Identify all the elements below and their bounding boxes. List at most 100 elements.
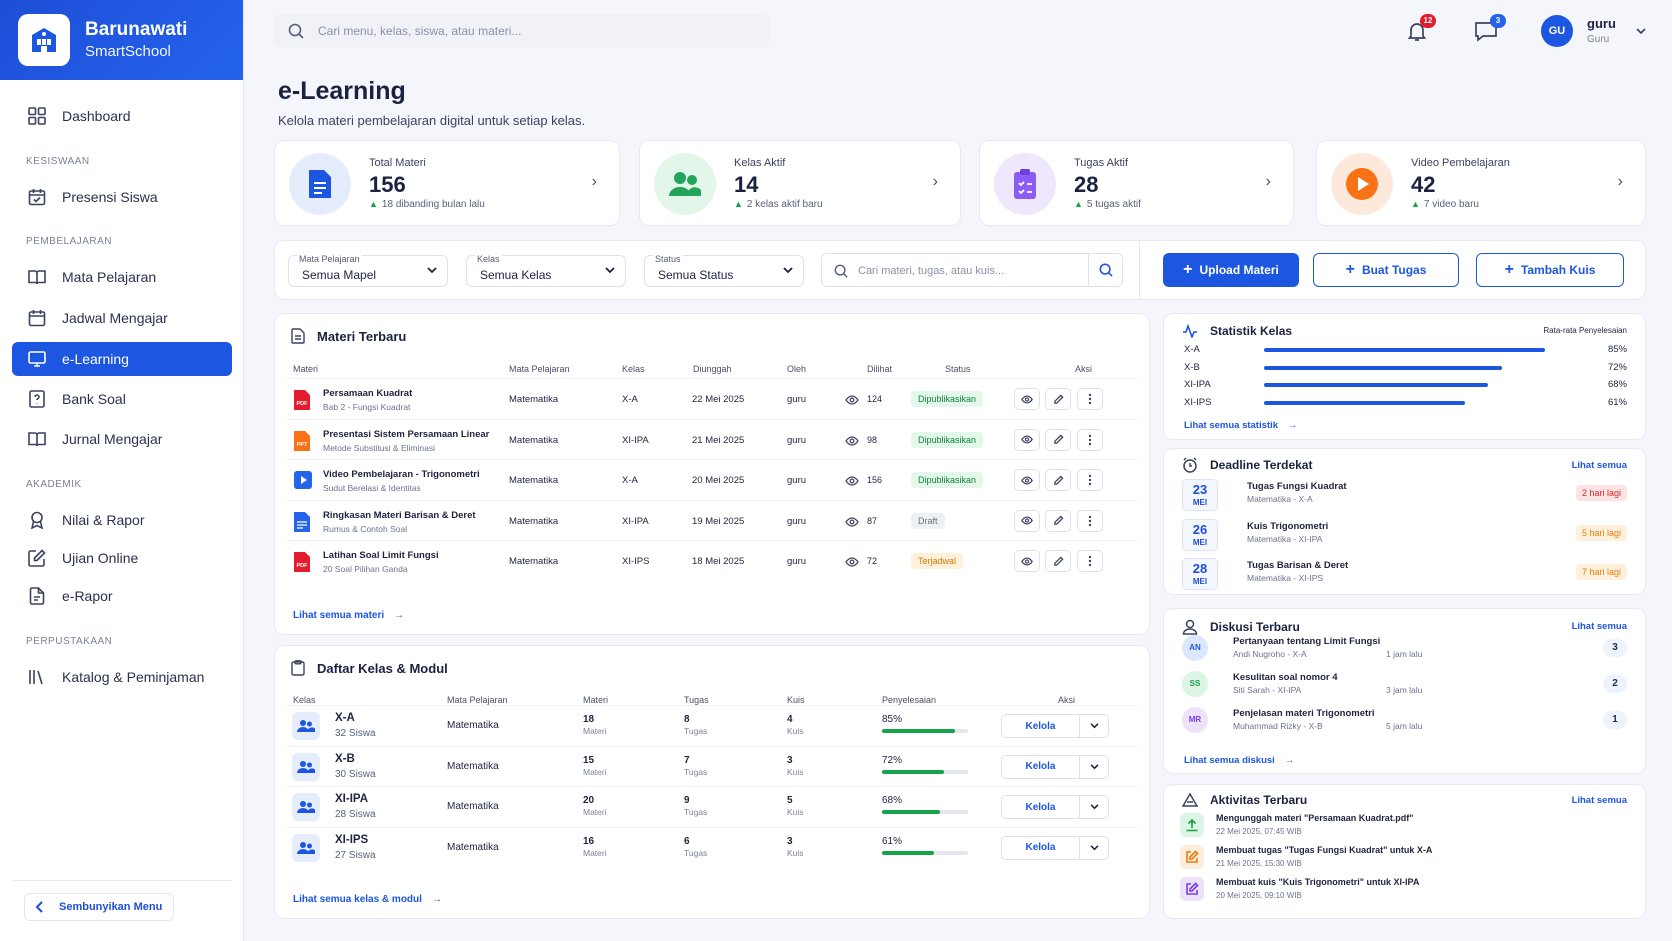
sidebar-item-mata-pelajaran[interactable]: Mata Pelajaran	[12, 260, 232, 294]
nav-section-akademik: AKADEMIK	[26, 479, 82, 490]
stat-sub-text: 2 kelas aktif baru	[746, 199, 823, 210]
tambah-kuis-button[interactable]: + Tambah Kuis	[1476, 253, 1624, 287]
buat-tugas-button[interactable]: + Buat Tugas	[1313, 253, 1459, 287]
sidebar-item-dashboard[interactable]: Dashboard	[12, 99, 232, 133]
lihat-semua-statistik-link[interactable]: Lihat semua statistik →	[1184, 420, 1297, 431]
kelola-button[interactable]: Kelola	[1002, 796, 1080, 818]
stat-card-kelas-aktif[interactable]: Kelas Aktif 14 ▲ 2 kelas aktif baru ›	[639, 140, 961, 226]
hide-menu-button[interactable]: Sembunyikan Menu	[24, 893, 174, 921]
more-button[interactable]	[1077, 428, 1103, 451]
document-icon	[289, 153, 351, 215]
user-avatar[interactable]: GU	[1541, 15, 1573, 47]
stat-card-total-materi[interactable]: Total Materi 156 ▲ 18 dibanding bulan lal…	[274, 140, 620, 226]
sidebar-item-presensi[interactable]: Presensi Siswa	[12, 180, 232, 214]
more-button[interactable]	[1077, 550, 1103, 572]
stat-progress-bar	[1264, 383, 1594, 387]
kelas-materi-unit: Materi	[583, 847, 607, 858]
nav-section-pembelajaran: PEMBELAJARAN	[26, 236, 113, 247]
edit-button[interactable]	[1045, 509, 1071, 532]
discussion-title[interactable]: Kesulitan soal nomor 4	[1233, 672, 1338, 683]
arrow-right-icon: →	[394, 610, 405, 621]
progress-bar-fill	[882, 810, 941, 814]
view-button[interactable]	[1014, 388, 1040, 410]
kelola-button[interactable]: Kelola	[1002, 715, 1080, 737]
stat-card-video[interactable]: Video Pembelajaran 42 ▲ 7 video baru ›	[1316, 140, 1646, 226]
sidebar-item-e-learning[interactable]: e-Learning	[12, 342, 232, 376]
lihat-semua-diskusi-link[interactable]: Lihat semua diskusi →	[1184, 755, 1294, 766]
materi-row[interactable]: PDF Persamaan Kuadrat Bab 2 - Fungsi Kuadr…	[287, 378, 1137, 419]
materi-row[interactable]: Video Pembelajaran - Trigonometri Sudut B…	[287, 459, 1137, 500]
discussion-title[interactable]: Penjelasan materi Trigonometri	[1233, 708, 1375, 719]
lihat-semua-kelas-link[interactable]: Lihat semua kelas & modul →	[293, 894, 442, 905]
materi-kelas: X-A	[622, 394, 638, 405]
sidebar-item-label: Ujian Online	[62, 550, 139, 566]
plus-icon: +	[1183, 261, 1193, 278]
filter-mapel[interactable]: Mata Pelajaran Semua Mapel	[288, 254, 448, 287]
notification-bell-icon[interactable]	[1406, 20, 1428, 42]
sidebar-item-katalog[interactable]: Katalog & Peminjaman	[12, 660, 232, 694]
deadline-task-title[interactable]: Tugas Fungsi Kuadrat	[1247, 481, 1347, 492]
chevron-down-icon[interactable]	[1080, 796, 1108, 818]
aktivitas-title-text: Aktivitas Terbaru	[1210, 793, 1308, 807]
kelola-button[interactable]: Kelola	[1002, 755, 1080, 778]
upload-materi-button[interactable]: + Upload Materi	[1163, 253, 1299, 287]
filter-kelas[interactable]: Kelas Semua Kelas	[466, 254, 626, 287]
chevron-down-icon[interactable]	[1080, 715, 1108, 737]
materi-row[interactable]: Ringkasan Materi Barisan & Deret Rumus & …	[287, 499, 1137, 541]
chevron-down-icon[interactable]	[1080, 837, 1108, 859]
sidebar-item-jadwal[interactable]: Jadwal Mengajar	[12, 301, 232, 335]
link-text: Lihat semua diskusi	[1184, 755, 1275, 766]
aktivitas-see-all-link[interactable]: Lihat semua	[1571, 795, 1627, 806]
discussion-author: Andi Nugroho - X-A	[1233, 649, 1307, 659]
filter-status[interactable]: Status Semua Status	[644, 254, 804, 287]
kelas-siswa: 27 Siswa	[335, 849, 376, 861]
edit-button[interactable]	[1045, 428, 1071, 451]
kelas-tugas-unit: Tugas	[684, 726, 708, 736]
discussion-title[interactable]: Pertanyaan tentang Limit Fungsi	[1233, 636, 1381, 647]
deadline-task-title[interactable]: Kuis Trigonometri	[1247, 520, 1329, 532]
sidebar-item-nilai[interactable]: Nilai & Rapor	[12, 503, 232, 537]
progress-percent: 68%	[882, 795, 903, 806]
chevron-down-icon[interactable]	[1636, 28, 1646, 35]
sidebar-item-bank-soal[interactable]: Bank Soal	[12, 382, 232, 416]
reply-count-badge: 1	[1603, 711, 1627, 729]
statistik-title: Statistik Kelas	[1182, 324, 1292, 338]
edit-button[interactable]	[1045, 388, 1071, 410]
more-button[interactable]	[1077, 469, 1103, 491]
deadline-see-all-link[interactable]: Lihat semua	[1571, 460, 1627, 471]
sidebar-item-ujian[interactable]: Ujian Online	[12, 541, 232, 575]
edit-button[interactable]	[1045, 469, 1071, 491]
deadline-task-title[interactable]: Tugas Barisan & Deret	[1247, 560, 1349, 571]
stat-value: 28	[1074, 172, 1099, 197]
view-button[interactable]	[1014, 509, 1040, 532]
materi-row[interactable]: PPT Presentasi Sistem Persamaan Linear Met…	[287, 418, 1137, 460]
materi-row[interactable]: PDF Latihan Soal Limit Fungsi 20 Soal Pili…	[287, 540, 1137, 581]
cloud-icon	[1182, 793, 1198, 807]
kelola-button[interactable]: Kelola	[1002, 836, 1080, 859]
kelas-materi-unit: Materi	[583, 766, 607, 777]
more-button[interactable]	[1077, 509, 1103, 532]
stat-label: Video Pembelajaran	[1411, 157, 1510, 169]
search-icon	[834, 264, 848, 278]
global-search[interactable]: Cari menu, kelas, siswa, atau materi...	[274, 14, 770, 48]
view-button[interactable]	[1014, 469, 1040, 491]
materi-search-input[interactable]: Cari materi, tugas, atau kuis...	[821, 253, 1123, 287]
edit-button[interactable]	[1045, 550, 1071, 572]
stat-card-tugas-aktif[interactable]: Tugas Aktif 28 ▲ 5 tugas aktif ›	[979, 140, 1294, 226]
user-role: Guru	[1587, 34, 1610, 45]
upload-label: Upload Materi	[1199, 263, 1279, 277]
more-button[interactable]	[1077, 388, 1103, 410]
lihat-semua-materi-link[interactable]: Lihat semua materi →	[293, 610, 404, 621]
materi-by: guru	[787, 394, 807, 405]
sidebar-item-e-rapor[interactable]: e-Rapor	[12, 579, 232, 613]
kelas-name: X-B	[335, 752, 355, 765]
sidebar-item-jurnal[interactable]: Jurnal Mengajar	[12, 422, 232, 456]
chevron-down-icon[interactable]	[1080, 756, 1108, 778]
brand[interactable]: Barunawati SmartSchool	[0, 0, 243, 80]
search-submit-button[interactable]	[1088, 254, 1122, 286]
diskusi-see-all-link[interactable]: Lihat semua	[1571, 621, 1627, 632]
view-button[interactable]	[1014, 428, 1040, 451]
aktivitas-title: Aktivitas Terbaru	[1182, 793, 1307, 807]
stat-progress-fill	[1264, 400, 1466, 405]
view-button[interactable]	[1014, 550, 1040, 572]
